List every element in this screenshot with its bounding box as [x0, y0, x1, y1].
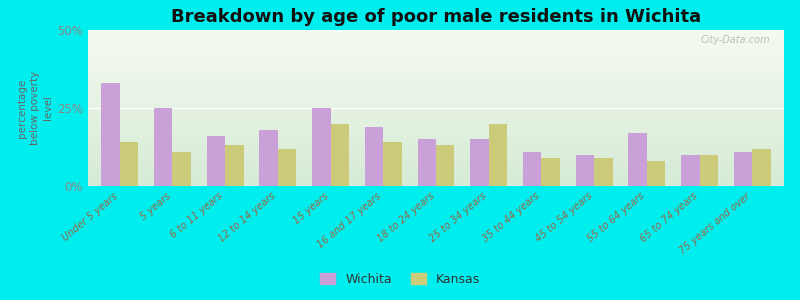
Legend: Wichita, Kansas: Wichita, Kansas — [315, 268, 485, 291]
Bar — [681, 155, 700, 186]
Bar — [734, 152, 752, 186]
Bar — [278, 148, 296, 186]
Bar — [225, 146, 243, 186]
Bar — [576, 155, 594, 186]
Bar — [470, 139, 489, 186]
Y-axis label: percentage
below poverty
level: percentage below poverty level — [17, 71, 53, 145]
Bar — [436, 146, 454, 186]
Bar — [629, 133, 647, 186]
Bar — [206, 136, 225, 186]
Bar — [312, 108, 330, 186]
Bar — [752, 148, 771, 186]
Bar — [383, 142, 402, 186]
Bar — [101, 83, 120, 186]
Bar — [418, 139, 436, 186]
Bar — [489, 124, 507, 186]
Bar — [365, 127, 383, 186]
Title: Breakdown by age of poor male residents in Wichita: Breakdown by age of poor male residents … — [171, 8, 701, 26]
Bar — [120, 142, 138, 186]
Bar — [647, 161, 666, 186]
Bar — [330, 124, 349, 186]
Text: City-Data.com: City-Data.com — [701, 35, 770, 45]
Bar — [172, 152, 191, 186]
Bar — [154, 108, 172, 186]
Bar — [259, 130, 278, 186]
Bar — [700, 155, 718, 186]
Bar — [594, 158, 613, 186]
Bar — [542, 158, 560, 186]
Bar — [523, 152, 542, 186]
